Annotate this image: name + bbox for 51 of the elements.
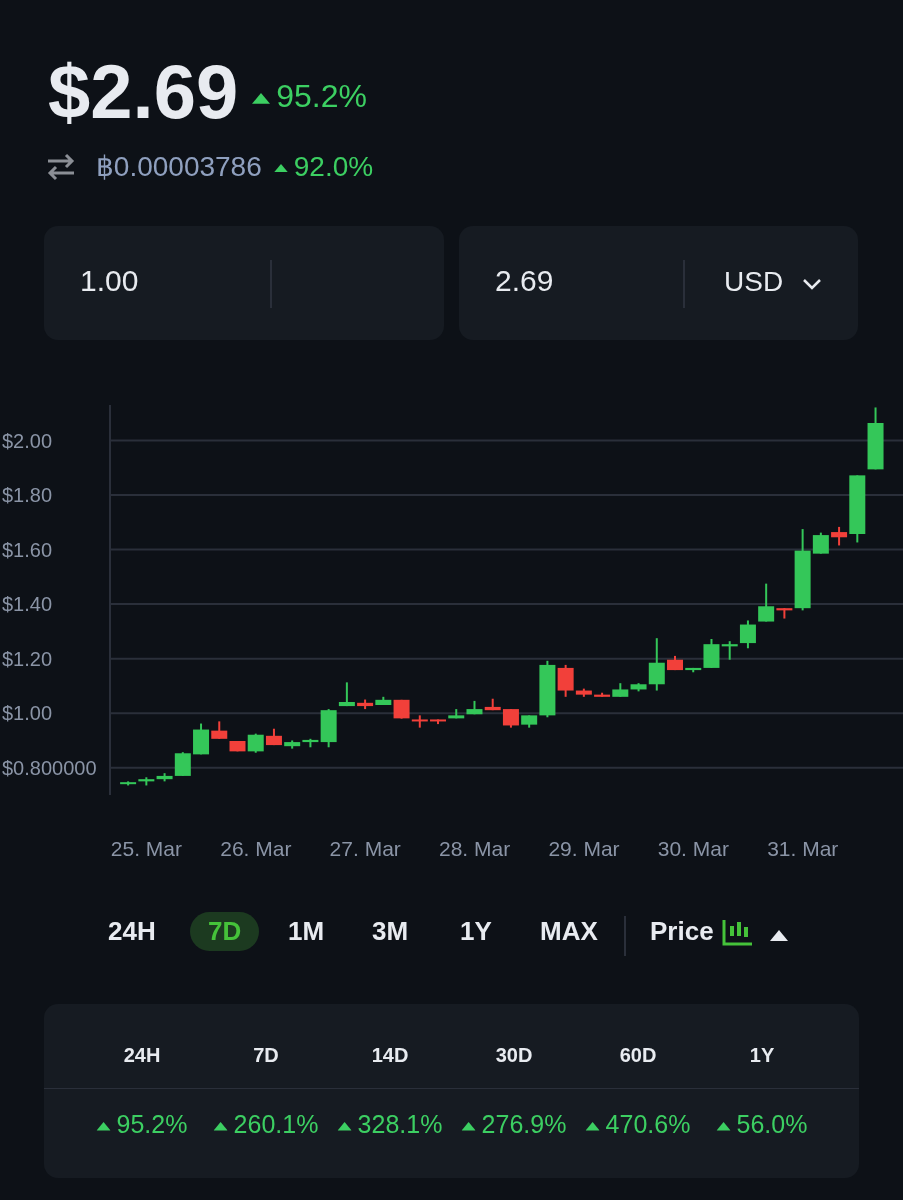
text: 1Y bbox=[749, 1044, 775, 1067]
x-tick-label: 31. Mar bbox=[767, 836, 839, 860]
candlestick bbox=[812, 531, 829, 555]
text: 95.2% bbox=[115, 1110, 188, 1139]
chart-title: $2.69 bbox=[48, 48, 239, 135]
text: USD bbox=[724, 266, 784, 298]
text: 7D bbox=[253, 1044, 279, 1067]
text: 24H bbox=[108, 916, 156, 947]
y-tick-label: $1.00 bbox=[2, 702, 53, 725]
text: 14D bbox=[371, 1044, 409, 1067]
candlestick bbox=[648, 637, 665, 692]
x-tick-label: 29. Mar bbox=[548, 836, 620, 860]
text: 328.1% bbox=[356, 1110, 443, 1139]
candlestick bbox=[557, 663, 574, 698]
candlestick bbox=[247, 732, 264, 754]
text: 1M bbox=[288, 916, 325, 947]
text: 470.6% bbox=[604, 1110, 691, 1139]
text: 24H bbox=[123, 1044, 161, 1067]
text: 60D bbox=[619, 1044, 657, 1067]
text: 95.2% bbox=[275, 78, 367, 115]
candlestick bbox=[831, 525, 848, 547]
candlestick bbox=[739, 619, 756, 650]
text: 56.0% bbox=[735, 1110, 808, 1139]
y-tick-label: $1.60 bbox=[2, 538, 53, 561]
text: ฿0.00003786 bbox=[96, 150, 262, 183]
y-tick-label: $1.20 bbox=[2, 647, 53, 670]
candlestick bbox=[703, 638, 720, 669]
candlestick bbox=[174, 751, 191, 777]
text: 276.9% bbox=[480, 1110, 567, 1139]
text: Price bbox=[650, 916, 714, 947]
y-tick-label: $2.00 bbox=[2, 429, 53, 452]
text: 1.00 bbox=[80, 264, 139, 298]
y-tick-label: $1.80 bbox=[2, 484, 53, 507]
y-tick-label: $0.800000 bbox=[2, 756, 97, 779]
y-tick-label: $1.40 bbox=[2, 593, 53, 616]
text: 260.1% bbox=[232, 1110, 319, 1139]
text: 7D bbox=[190, 912, 260, 951]
candlestick bbox=[502, 708, 519, 729]
candlestick bbox=[758, 582, 775, 623]
text: 3M bbox=[372, 916, 409, 947]
text: MAX bbox=[540, 916, 598, 947]
text: 2.69 bbox=[495, 264, 554, 298]
text: 30D bbox=[495, 1044, 533, 1067]
candlestick bbox=[721, 640, 738, 661]
text: 1Y bbox=[460, 916, 492, 947]
x-tick-label: 25. Mar bbox=[110, 836, 183, 860]
x-tick-label: 28. Mar bbox=[439, 836, 511, 860]
x-tick-label: 30. Mar bbox=[657, 836, 729, 860]
text: 92.0% bbox=[292, 150, 374, 183]
x-tick-label: 26. Mar bbox=[220, 836, 292, 860]
x-tick-label: 27. Mar bbox=[329, 836, 401, 860]
